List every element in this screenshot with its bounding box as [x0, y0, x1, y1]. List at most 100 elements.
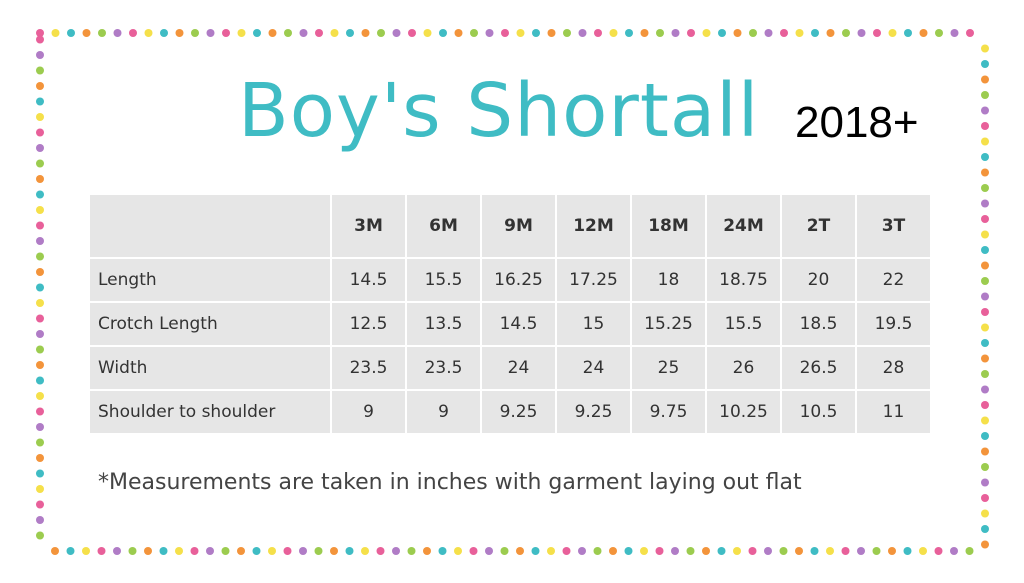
border-dot [51, 29, 60, 37]
border-dot [454, 29, 463, 37]
border-dot [36, 361, 44, 369]
border-dot [252, 547, 261, 555]
border-dot [237, 29, 246, 37]
border-dot [128, 547, 137, 555]
border-dot [718, 29, 726, 37]
cell: 16.25 [482, 259, 557, 301]
row-label: Length [90, 259, 332, 301]
border-dot [981, 292, 989, 301]
cell: 15.25 [632, 303, 707, 345]
border-dot [888, 29, 897, 37]
size-table: 3M 6M 9M 12M 18M 24M 2T 3T Length 14.5 15.5 16.25 17… [90, 193, 932, 435]
border-dot [221, 547, 230, 555]
cell: 22 [857, 259, 932, 301]
border-dot [872, 547, 881, 555]
border-dot [268, 547, 276, 555]
border-dot [981, 91, 989, 99]
column-header: 3M [332, 195, 407, 257]
border-dot [361, 29, 370, 37]
border-dot [408, 29, 416, 37]
cell: 10.25 [707, 391, 782, 433]
table-row: Width 23.5 23.5 24 24 25 26 26.5 28 [90, 347, 932, 389]
cell: 23.5 [407, 347, 482, 389]
border-dot [981, 44, 989, 53]
border-dot [780, 29, 788, 37]
border-dot [36, 206, 44, 214]
border-dot [345, 547, 354, 555]
border-dot [965, 547, 974, 555]
cell: 15.5 [707, 303, 782, 345]
table-row: Length 14.5 15.5 16.25 17.25 18 18.75 20 22 [90, 259, 932, 301]
border-dot [516, 29, 525, 37]
border-dot [36, 516, 44, 524]
cell: 15.5 [407, 259, 482, 301]
border-dot [67, 29, 75, 37]
border-dot [268, 29, 277, 37]
border-dot [749, 29, 757, 37]
column-header: 2T [782, 195, 857, 257]
border-dot [36, 29, 44, 37]
table-row: Crotch Length 12.5 13.5 14.5 15 15.25 15.5 18.5… [90, 303, 932, 345]
border-dot [625, 29, 633, 37]
border-dot [485, 29, 494, 37]
border-dot [748, 547, 757, 555]
cell: 26 [707, 347, 782, 389]
cell: 14.5 [482, 303, 557, 345]
border-dot [717, 547, 726, 555]
border-dot [284, 29, 292, 37]
border-dot [66, 547, 75, 555]
border-dot [702, 29, 711, 37]
border-dot [624, 547, 633, 555]
border-dot [563, 29, 571, 37]
border-dot [206, 547, 214, 555]
border-dot [981, 432, 989, 440]
border-dot [36, 221, 44, 230]
column-header: 12M [557, 195, 632, 257]
border-dot [36, 159, 44, 168]
border-dot [51, 547, 59, 555]
cell: 9 [332, 391, 407, 433]
border-dot [314, 547, 323, 555]
border-dot [36, 97, 44, 106]
border-dot [981, 478, 989, 487]
border-dot [795, 547, 803, 555]
border-dot [981, 153, 989, 161]
border-dot [531, 547, 540, 555]
border-dot [811, 29, 819, 37]
border-dot [981, 230, 989, 239]
border-dot [687, 29, 695, 37]
border-dot [113, 547, 121, 555]
border-dot [82, 29, 91, 37]
border-dot [873, 29, 881, 37]
border-dot [857, 547, 865, 555]
border-dot [315, 29, 323, 37]
border-dot [655, 547, 664, 555]
border-dot [562, 547, 571, 555]
border-dot [97, 547, 106, 555]
cell: 10.5 [782, 391, 857, 433]
border-dot [764, 547, 772, 555]
border-dot [640, 29, 649, 37]
border-dot [144, 29, 153, 37]
cell: 12.5 [332, 303, 407, 345]
cell: 18.5 [782, 303, 857, 345]
border-dot [578, 29, 587, 37]
border-dot [423, 547, 431, 555]
border-dot [686, 547, 695, 555]
border-dot [532, 29, 540, 37]
border-dot [36, 454, 44, 462]
border-dot [253, 29, 261, 37]
cell: 11 [857, 391, 932, 433]
border-dot [981, 525, 989, 533]
border-dot [547, 29, 556, 37]
border-dot [36, 485, 44, 493]
border-dot [981, 308, 989, 316]
border-dot [981, 339, 989, 347]
border-dot [935, 29, 943, 37]
border-dot [36, 531, 44, 540]
border-dot [981, 137, 989, 146]
border-dot [144, 547, 152, 555]
border-dot [733, 29, 742, 37]
